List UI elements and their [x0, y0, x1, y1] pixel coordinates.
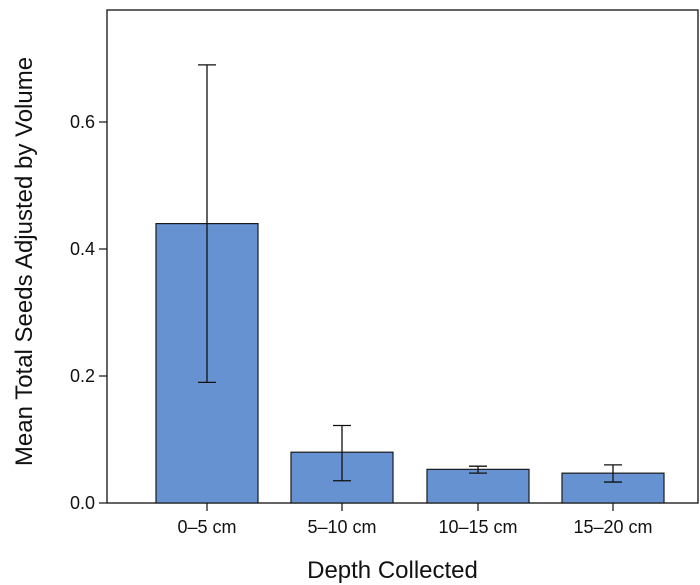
x-axis-title: Depth Collected	[307, 557, 478, 584]
error-bar-4	[604, 464, 622, 483]
y-tick-label: 0.4	[70, 239, 95, 259]
x-tick-label: 5–10 cm	[307, 517, 376, 537]
error-bar-3	[469, 465, 487, 474]
y-tick-label: 0.6	[70, 112, 95, 132]
x-tick-label: 0–5 cm	[177, 517, 236, 537]
error-bars-layer	[198, 64, 622, 483]
ticks-layer: 0.0 0.2 0.4 0.6 0–5 cm 5–10 cm 10–15 cm 15–20 c…	[70, 112, 653, 537]
error-bar-2	[333, 424, 351, 482]
x-tick-label: 15–20 cm	[573, 517, 652, 537]
bar-3	[426, 468, 530, 504]
x-tick-label: 10–15 cm	[438, 517, 517, 537]
y-axis-title: Mean Total Seeds Adjusted by Volume	[11, 57, 38, 466]
error-bar-1	[198, 64, 216, 384]
plot-frame	[106, 9, 699, 504]
plot-area	[106, 9, 699, 504]
bars-layer	[155, 223, 665, 504]
y-tick-label: 0.0	[70, 493, 95, 513]
y-tick-label: 0.2	[70, 366, 95, 386]
